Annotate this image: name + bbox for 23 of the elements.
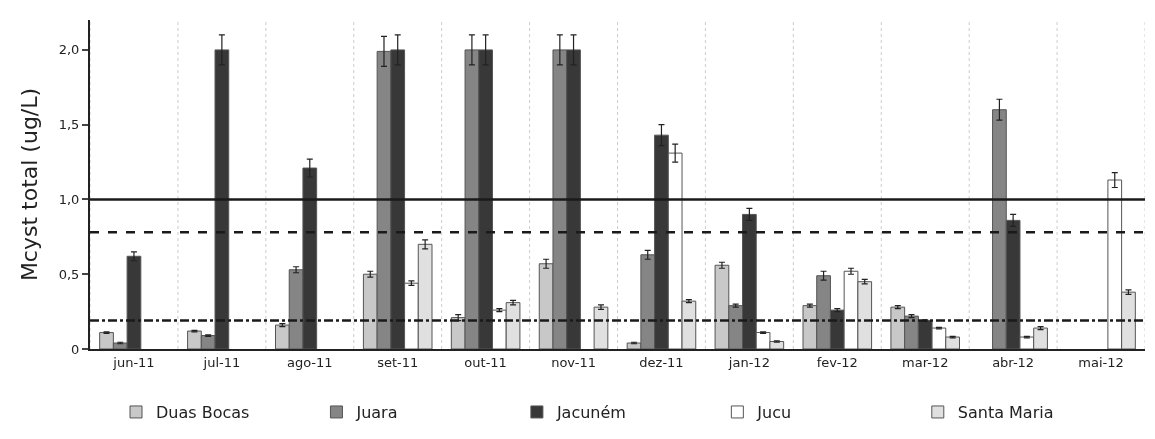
x-tick-label: mai-12 xyxy=(1078,354,1124,370)
y-tick-label: 1,0 xyxy=(58,192,80,207)
x-tick-label: ago-11 xyxy=(286,354,333,370)
x-tick-label: mar-12 xyxy=(902,354,949,370)
legend-label: Jacuném xyxy=(555,403,626,423)
x-tick-label: jun-11 xyxy=(112,354,155,370)
x-tick-label: jan-12 xyxy=(727,354,770,370)
x-tick-label: dez-11 xyxy=(639,354,684,370)
x-tick-label: out-11 xyxy=(464,354,507,370)
x-tick-label: abr-12 xyxy=(992,354,1035,370)
y-tick-label: 2,0 xyxy=(58,42,80,58)
y-tick-label: 0,5 xyxy=(58,266,80,282)
y-tick-label: 0 xyxy=(71,341,80,357)
x-tick-label: jul-11 xyxy=(202,354,241,370)
x-tick-label: nov-11 xyxy=(551,354,596,370)
y-tick-label: 1,5 xyxy=(58,117,80,133)
legend-label: Santa Maria xyxy=(957,403,1054,423)
x-tick-label: set-11 xyxy=(377,354,419,370)
legend-label: Juara xyxy=(355,403,398,423)
legend-label: Duas Bocas xyxy=(156,403,250,423)
legend-label: Jucu xyxy=(756,403,792,423)
x-tick-label: fev-12 xyxy=(816,354,858,370)
y-axis-title: Mcyst total (ug/L) xyxy=(17,87,43,282)
